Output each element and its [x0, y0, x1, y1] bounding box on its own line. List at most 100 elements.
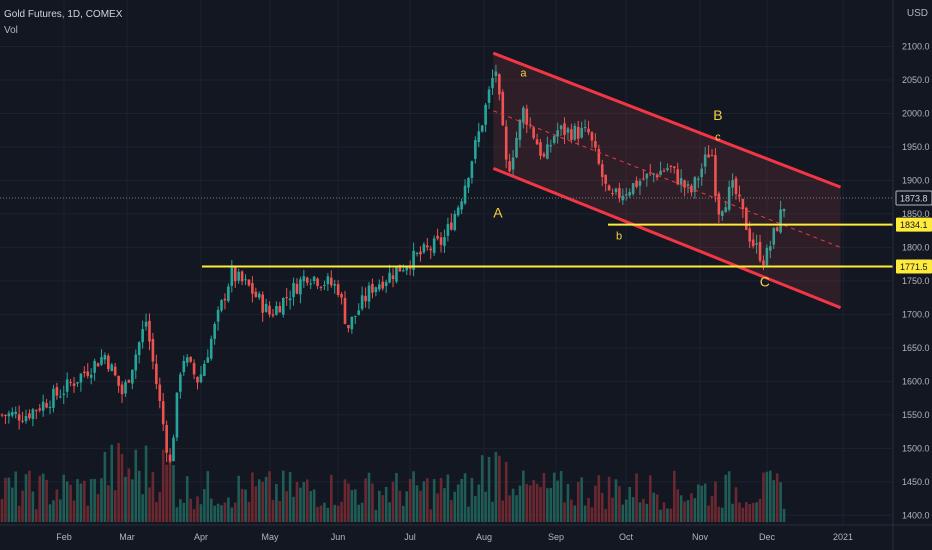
- volume-bar: [196, 496, 199, 522]
- candle-body: [686, 184, 690, 186]
- candle-body: [621, 195, 625, 201]
- volume-bar: [381, 495, 385, 522]
- price-axis-tick: 1950.0: [902, 142, 930, 152]
- price-axis-tick: 1800.0: [902, 242, 930, 252]
- volume-bar: [0, 499, 4, 522]
- candle-body: [309, 283, 312, 285]
- volume-bar: [237, 475, 240, 522]
- candle-body: [426, 245, 429, 248]
- volume-bar: [261, 481, 264, 522]
- candle-body: [168, 454, 172, 462]
- candle-body: [326, 276, 330, 285]
- volume-bar: [168, 457, 172, 522]
- wave-label-A: A: [493, 204, 503, 220]
- candle-body: [415, 253, 419, 255]
- time-axis-tick-Aug: Aug: [476, 532, 492, 542]
- volume-bar: [371, 483, 374, 522]
- candle-body: [655, 174, 659, 178]
- volume-bar: [96, 494, 100, 522]
- volume-bar: [295, 481, 299, 522]
- volume-bar: [45, 479, 48, 522]
- candle-body: [347, 324, 350, 329]
- volume-bar: [552, 472, 556, 522]
- volume-bar: [573, 505, 577, 522]
- candle-body: [528, 124, 532, 126]
- time-axis-tick-Mar: Mar: [119, 532, 135, 542]
- volume-bar: [364, 478, 367, 522]
- volume-bar: [652, 492, 655, 522]
- price-axis-tick: 1750.0: [902, 276, 930, 286]
- volume-bar: [292, 496, 295, 522]
- candle-body: [271, 314, 275, 316]
- volume-bar: [758, 498, 762, 522]
- candle-body: [429, 248, 433, 251]
- volume-bar: [110, 444, 114, 522]
- candle-body: [378, 284, 381, 290]
- candle-body: [576, 126, 580, 139]
- volume-bar: [700, 485, 704, 522]
- volume-bar: [216, 503, 220, 522]
- candle-body: [131, 369, 134, 384]
- volume-bar: [100, 478, 103, 522]
- volume-bar: [662, 502, 666, 522]
- volume-bar: [676, 489, 680, 522]
- volume-bar: [487, 457, 491, 522]
- volume-bar: [353, 489, 357, 522]
- volume-bar: [319, 505, 323, 522]
- volume-bar: [83, 480, 86, 522]
- candle-body: [412, 250, 415, 270]
- candle-body: [55, 387, 59, 396]
- candle-body: [158, 384, 162, 401]
- candle-body: [237, 271, 240, 281]
- volume-bar: [343, 479, 347, 522]
- volume-bar: [559, 470, 563, 522]
- candle-body: [206, 357, 210, 363]
- candle-body: [247, 279, 251, 286]
- candle-body: [775, 227, 779, 232]
- volume-bar: [405, 491, 409, 522]
- candle-body: [110, 364, 114, 372]
- volume-bar: [539, 487, 542, 522]
- volume-bar: [779, 482, 782, 522]
- volume-bar: [470, 477, 474, 522]
- volume-bar: [535, 483, 539, 522]
- candle-body: [672, 166, 676, 168]
- candle-body: [96, 363, 100, 367]
- time-axis-tick-Jul: Jul: [404, 532, 416, 542]
- volume-bar: [316, 506, 319, 522]
- candle-body: [196, 376, 199, 383]
- volume-bar: [738, 502, 741, 522]
- volume-bar: [594, 485, 597, 522]
- volume-bar: [666, 508, 669, 522]
- volume-bar: [587, 497, 590, 522]
- volume-bar: [388, 502, 391, 522]
- volume-bar: [155, 502, 158, 522]
- candle-body: [299, 279, 302, 295]
- volume-bar: [504, 461, 508, 522]
- volume-bar: [251, 472, 254, 522]
- volume-bar: [213, 505, 216, 522]
- time-axis-tick-2021: 2021: [833, 532, 853, 542]
- candle-body: [199, 374, 203, 383]
- candle-body: [772, 227, 776, 245]
- volume-bar: [329, 474, 333, 522]
- volume-bar: [59, 499, 62, 522]
- volume-bar: [41, 473, 45, 522]
- volume-bar: [65, 481, 69, 522]
- volume-bar: [360, 502, 364, 522]
- volume-bar: [391, 481, 395, 522]
- candle-body: [566, 128, 570, 133]
- candle-body: [518, 119, 522, 140]
- candle-body: [395, 267, 398, 282]
- time-axis-tick-Oct: Oct: [619, 532, 634, 542]
- volume-bar: [614, 479, 618, 522]
- candle-body: [17, 414, 21, 421]
- candle-body: [381, 281, 385, 289]
- candle-body: [782, 208, 786, 212]
- candle-body: [230, 267, 234, 286]
- candle-body: [117, 375, 120, 386]
- volume-bar: [31, 491, 35, 522]
- volume-bar: [494, 451, 498, 522]
- candle-body: [302, 276, 306, 282]
